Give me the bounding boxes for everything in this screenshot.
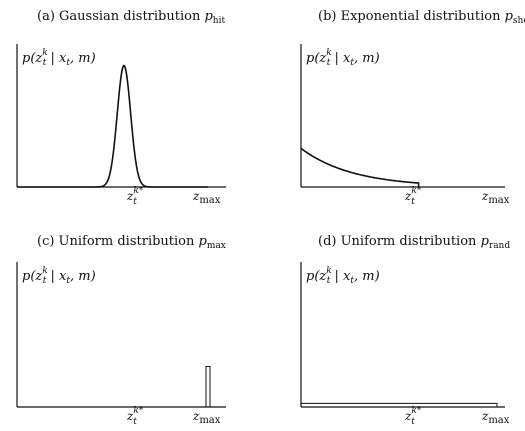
chart-panel-d: (d) Uniform distribution prand p(zk t | xt… bbox=[300, 234, 510, 427]
chart-panel-c: (c) Uniform distribution pmax p(zk t | xt,… bbox=[16, 234, 226, 427]
uniform-line bbox=[301, 402, 498, 407]
y-axis-label: p(zk t | xt, m) bbox=[306, 266, 380, 286]
y-axis-label: p(zk t | xt, m) bbox=[22, 266, 96, 286]
chart-title: (b) Exponential distribution pshort bbox=[318, 9, 525, 26]
chart-title: (d) Uniform distribution prand bbox=[318, 234, 510, 251]
y-axis-label: p(zk t | xt, m) bbox=[22, 48, 96, 68]
x-tick-label-zk: zk* t bbox=[404, 186, 422, 207]
chart-panel-b: (b) Exponential distribution pshort p(zkt… bbox=[300, 9, 525, 207]
x-tick-label-zmax: zmax bbox=[192, 409, 221, 426]
chart-panel-a: (a) Gaussian distribution phit p(zk t | xt… bbox=[16, 9, 226, 207]
chart-title: (a) Gaussian distribution phit bbox=[37, 9, 225, 26]
point-mass-bar bbox=[205, 365, 211, 408]
x-tick-label-zk: zk* t bbox=[126, 406, 144, 427]
chart-title: (c) Uniform distribution pmax bbox=[37, 234, 226, 251]
x-tick-label-zk: zk* t bbox=[404, 406, 422, 427]
gaussian-curve bbox=[17, 64, 208, 188]
x-tick-label-zmax: zmax bbox=[192, 189, 221, 206]
exponential-curve bbox=[300, 147, 420, 187]
x-tick-label-zmax: zmax bbox=[481, 189, 510, 206]
x-tick-label-zk: zk* t bbox=[126, 186, 144, 207]
x-tick-label-zmax: zmax bbox=[481, 409, 510, 426]
y-axis-label: p(zk t | xt, m) bbox=[306, 48, 380, 68]
